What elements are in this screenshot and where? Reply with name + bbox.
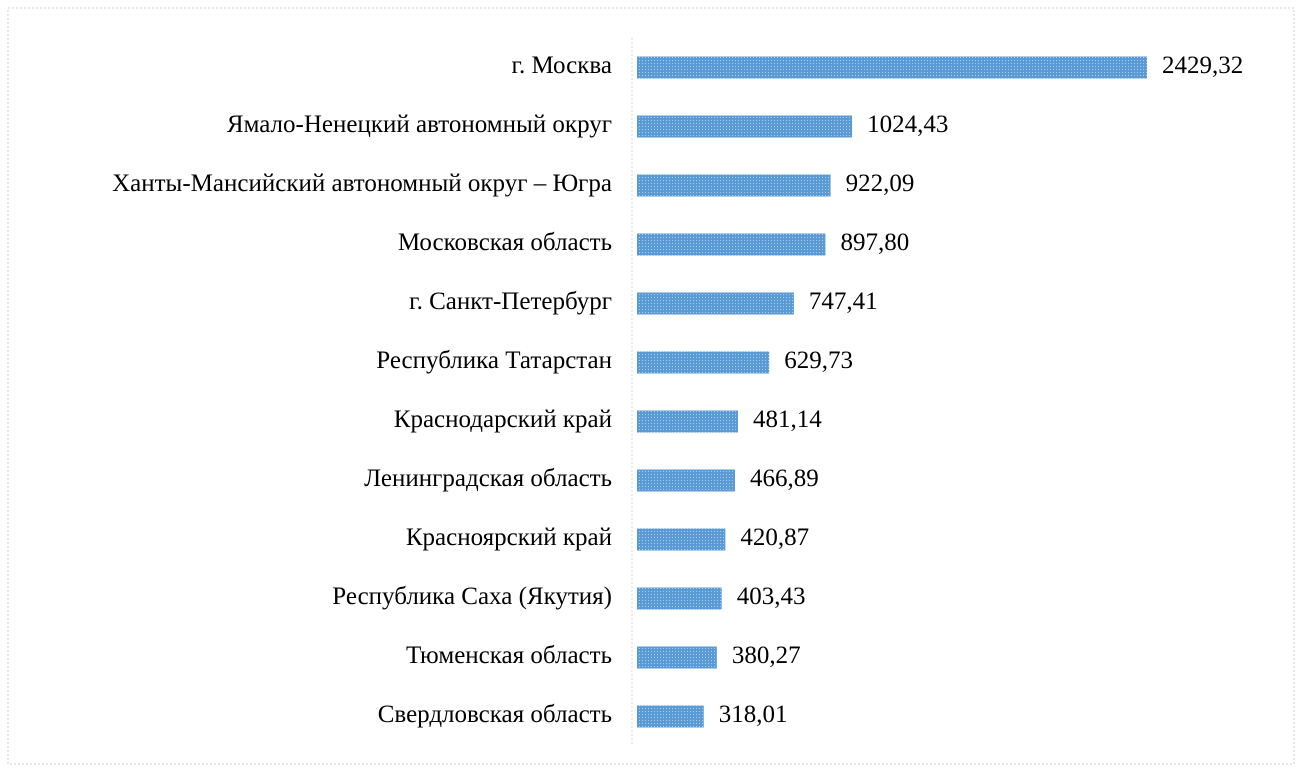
bar — [637, 174, 831, 197]
data-label: 380,27 — [732, 642, 801, 669]
category-label: Московская область — [398, 229, 612, 256]
data-label: 922,09 — [846, 170, 915, 197]
data-label: 318,01 — [719, 701, 788, 728]
bar — [637, 646, 717, 669]
category-label: Тюменская область — [406, 642, 612, 669]
data-label: 1024,43 — [867, 111, 948, 138]
data-label: 481,14 — [753, 406, 822, 433]
bar — [637, 115, 853, 138]
data-label: 897,80 — [840, 229, 909, 256]
category-label: Краснодарский край — [394, 406, 612, 433]
bar — [637, 469, 736, 492]
data-label: 2429,32 — [1162, 52, 1243, 79]
category-label: Красноярский край — [406, 524, 612, 551]
data-label: 747,41 — [809, 288, 878, 315]
bar — [637, 351, 770, 374]
category-label: Ханты-Мансийский автономный округ – Югра — [112, 170, 612, 197]
bar — [637, 528, 726, 551]
category-label: Ямало-Ненецкий автономный округ — [227, 111, 612, 138]
category-label: Свердловская область — [378, 701, 612, 728]
bar — [637, 587, 722, 610]
data-label: 403,43 — [737, 583, 806, 610]
category-label: г. Москва — [512, 52, 612, 79]
bar — [637, 705, 704, 728]
data-label: 629,73 — [784, 347, 853, 374]
bar — [637, 292, 794, 315]
category-label: Республика Татарстан — [376, 347, 612, 374]
bar — [637, 56, 1147, 79]
data-label: 466,89 — [750, 465, 819, 492]
data-label: 420,87 — [740, 524, 809, 551]
category-label: Республика Саха (Якутия) — [332, 583, 612, 610]
category-label: Ленинградская область — [364, 465, 612, 492]
category-label: г. Санкт-Петербург — [409, 288, 612, 315]
chart-frame — [7, 7, 1295, 765]
bar — [637, 233, 826, 256]
bar — [637, 410, 739, 433]
